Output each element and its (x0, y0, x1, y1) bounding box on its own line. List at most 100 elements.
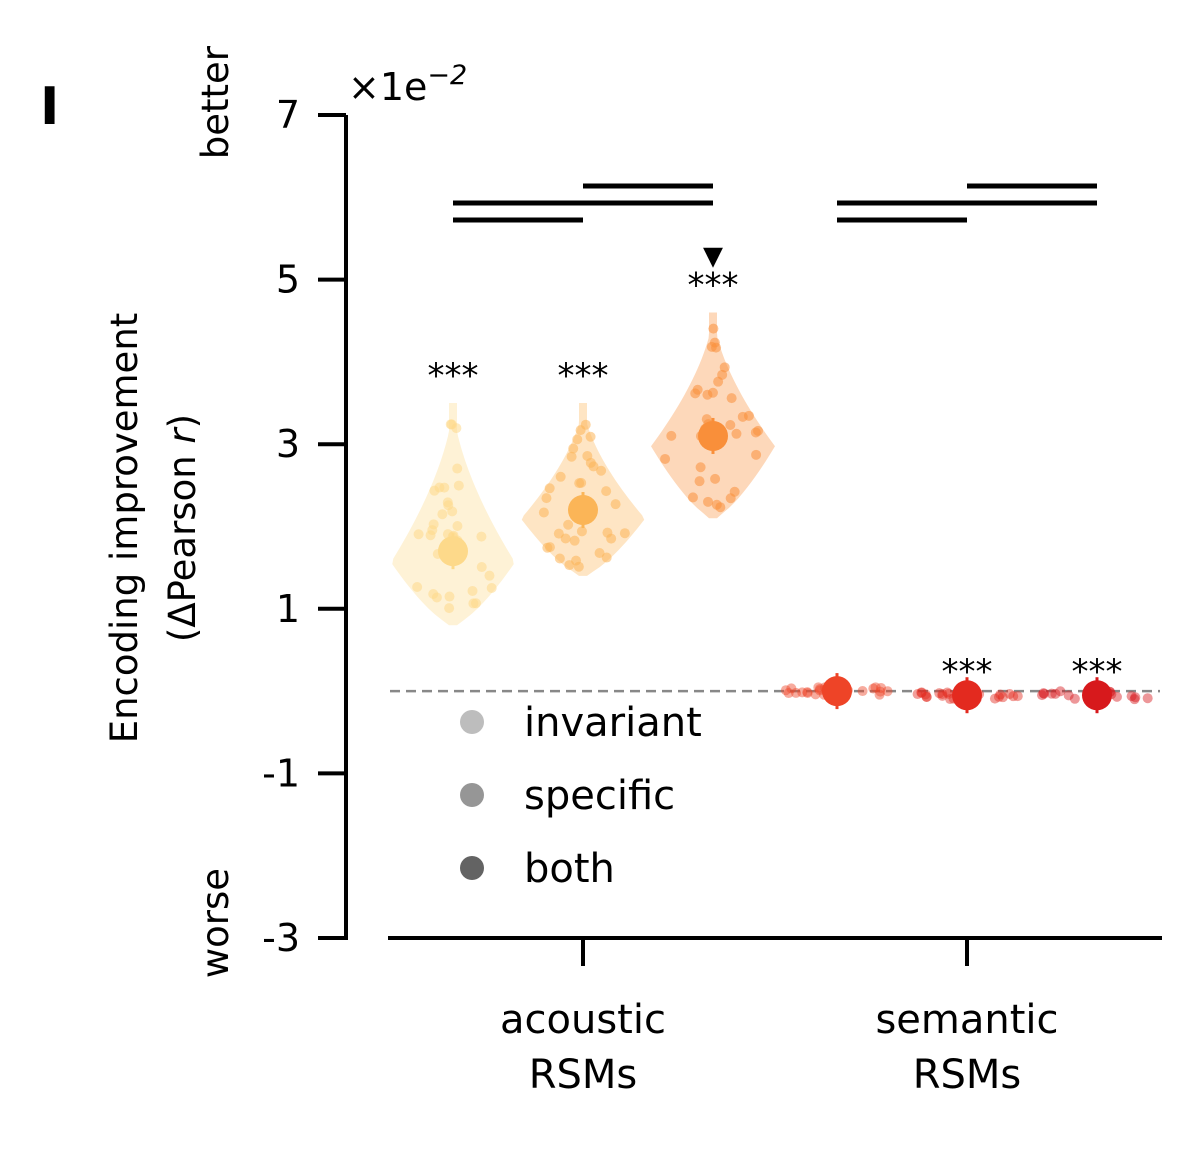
data-point (453, 480, 464, 491)
data-point (427, 525, 438, 536)
significance-stars: *** (558, 356, 609, 396)
data-point (719, 362, 730, 373)
data-point (486, 583, 497, 594)
data-point (882, 686, 893, 697)
data-point (606, 533, 617, 544)
worse-label: worse (194, 868, 237, 978)
data-point (585, 457, 596, 468)
data-point (601, 486, 612, 497)
mean-marker-both (698, 420, 728, 451)
data-point (619, 528, 630, 539)
data-point (916, 687, 927, 698)
mean-marker-specific (568, 495, 598, 526)
outlier-marker: ▼ (703, 242, 723, 272)
data-point (797, 687, 808, 698)
data-point (916, 687, 927, 698)
data-point (710, 473, 721, 484)
data-point (708, 323, 719, 334)
legend: invariant specific both (460, 700, 702, 892)
better-label: better (194, 45, 237, 159)
data-point (802, 688, 813, 699)
data-point (1126, 691, 1137, 702)
data-point (413, 529, 424, 540)
data-point (541, 493, 552, 504)
data-point (921, 691, 932, 702)
data-point (544, 483, 555, 494)
data-point (576, 477, 587, 488)
data-point (783, 688, 794, 699)
data-point (1039, 688, 1050, 699)
mean-marker-invariant (822, 676, 852, 707)
data-point (484, 570, 495, 581)
legend-marker-specific (460, 783, 484, 807)
data-point (810, 689, 821, 700)
significance-stars: *** (942, 652, 993, 692)
data-point (692, 384, 703, 395)
legend-label: both (524, 846, 615, 892)
data-point (943, 688, 954, 699)
x-category-label: RSMs (529, 1052, 638, 1098)
x-category-label: RSMs (913, 1052, 1022, 1098)
y-tick-label: -1 (262, 751, 300, 795)
data-point (731, 428, 742, 439)
y-tick-label: -3 (262, 916, 300, 960)
data-point (717, 369, 728, 380)
data-point (560, 533, 571, 544)
data-point (702, 389, 713, 400)
data-point (452, 463, 463, 474)
panel-label: I (40, 77, 59, 137)
violin-both (651, 312, 775, 519)
data-point (725, 419, 736, 430)
data-point (711, 499, 722, 510)
data-point (476, 531, 487, 542)
data-point (1004, 688, 1015, 699)
data-point (576, 526, 587, 537)
data-point (920, 689, 931, 700)
data-point (857, 686, 868, 697)
x-category-label: semantic (875, 997, 1058, 1043)
y-tick-label: 1 (276, 587, 300, 631)
data-point (585, 431, 596, 442)
data-point (726, 393, 737, 404)
legend-label: specific (524, 773, 675, 819)
data-point (596, 465, 607, 476)
data-point (452, 521, 463, 532)
mean-marker-invariant (438, 536, 468, 567)
violin-specific (521, 403, 645, 576)
data-point (1008, 691, 1019, 702)
data-point (601, 552, 612, 563)
data-point (934, 688, 945, 699)
data-point (937, 690, 948, 701)
data-point (751, 449, 762, 460)
data-point (876, 682, 887, 693)
jitter-points (412, 323, 1153, 705)
data-point (989, 693, 1000, 704)
data-point (444, 603, 455, 614)
data-point (594, 547, 605, 558)
data-point (1129, 694, 1140, 705)
data-point (790, 687, 801, 698)
data-point (921, 692, 932, 703)
significance-stars: *** (1072, 652, 1123, 692)
data-point (555, 471, 566, 482)
data-point (780, 685, 791, 696)
data-point (813, 682, 824, 693)
data-point (1012, 691, 1023, 702)
data-point (571, 555, 582, 566)
data-point (467, 585, 478, 596)
data-point (942, 687, 953, 698)
data-point (439, 482, 450, 493)
data-point (1069, 693, 1080, 704)
data-point (874, 689, 885, 700)
data-point (470, 598, 481, 609)
data-point (446, 419, 457, 430)
data-point (870, 682, 881, 693)
data-point (569, 535, 580, 546)
data-point (752, 425, 763, 436)
data-point (687, 492, 698, 503)
data-point (1055, 686, 1066, 697)
data-point (875, 686, 886, 697)
data-point (1038, 688, 1049, 699)
